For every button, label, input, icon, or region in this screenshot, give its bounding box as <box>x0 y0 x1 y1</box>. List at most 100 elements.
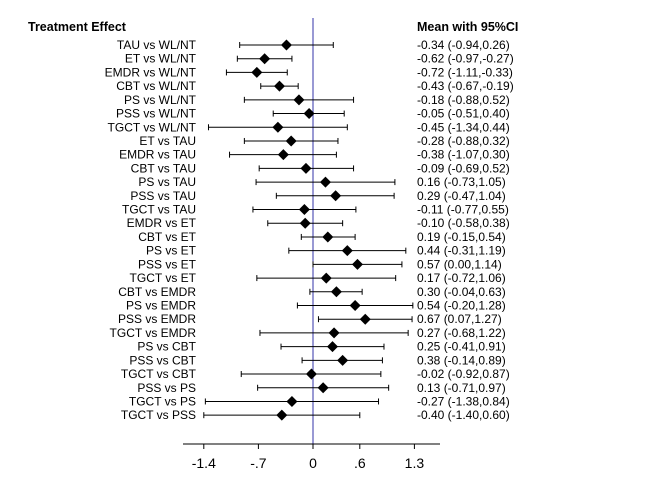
row-label: PS vs ET <box>146 244 197 258</box>
mean-marker <box>328 327 340 339</box>
mean-marker <box>259 53 271 65</box>
row-label: EMDR vs ET <box>127 216 197 230</box>
mean-marker <box>330 286 342 298</box>
x-tick-label: 0 <box>309 455 317 471</box>
row-label: PSS vs CBT <box>129 353 196 367</box>
mean-marker <box>277 149 289 161</box>
x-tick-label: 1.3 <box>405 455 425 471</box>
forest-row: EMDR vs TAU -0.38 (-1.07,0.30) <box>119 148 510 162</box>
row-estimate-text: -0.38 (-1.07,0.30) <box>417 148 510 162</box>
forest-row: TGCT vs PSS -0.40 (-1.40,0.60) <box>121 408 510 422</box>
row-estimate-text: 0.38 (-0.14,0.89) <box>417 353 506 367</box>
mean-marker <box>337 354 349 366</box>
mean-marker <box>327 341 338 353</box>
forest-row: TGCT vs WL/NT -0.45 (-1.34,0.44) <box>108 120 510 134</box>
forest-row: PSS vs CBT 0.38 (-0.14,0.89) <box>129 353 505 367</box>
row-estimate-text: -0.62 (-0.97,-0.27) <box>417 52 514 66</box>
row-estimate-text: -0.28 (-0.88,0.32) <box>417 134 510 148</box>
left-header: Treatment Effect <box>28 20 127 34</box>
row-label: PSS vs ET <box>138 257 197 271</box>
row-label: CBT vs WL/NT <box>116 79 196 93</box>
right-header: Mean with 95%CI <box>417 20 518 34</box>
row-estimate-text: -0.09 (-0.69,0.52) <box>417 161 510 175</box>
row-label: PS vs CBT <box>137 340 196 354</box>
row-label: TGCT vs TAU <box>122 203 196 217</box>
row-label: EMDR vs TAU <box>119 148 196 162</box>
row-estimate-text: -0.45 (-1.34,0.44) <box>417 120 510 134</box>
forest-row: EMDR vs ET -0.10 (-0.58,0.38) <box>127 216 510 230</box>
row-estimate-text: 0.19 (-0.15,0.54) <box>417 230 506 244</box>
mean-marker <box>251 66 263 78</box>
row-label: PS vs TAU <box>138 175 196 189</box>
forest-row: CBT vs ET 0.19 (-0.15,0.54) <box>138 230 506 244</box>
row-estimate-text: 0.17 (-0.72,1.06) <box>417 271 506 285</box>
row-estimate-text: 0.27 (-0.68,1.22) <box>417 326 506 340</box>
mean-marker <box>272 121 284 133</box>
mean-marker <box>300 162 312 174</box>
mean-marker <box>305 368 317 380</box>
forest-row: EMDR vs WL/NT -0.72 (-1.11,-0.33) <box>105 65 513 79</box>
mean-marker <box>341 245 353 257</box>
row-estimate-text: 0.57 (0.00,1.14) <box>417 257 502 271</box>
row-label: TGCT vs PS <box>129 394 196 408</box>
row-label: TGCT vs ET <box>130 271 197 285</box>
forest-row: ET vs WL/NT -0.62 (-0.97,-0.27) <box>125 52 514 66</box>
row-label: PSS vs EMDR <box>118 312 196 326</box>
mean-marker <box>276 409 288 421</box>
forest-row: PS vs TAU 0.16 (-0.73,1.05) <box>138 175 505 189</box>
forest-row: PS vs CBT 0.25 (-0.41,0.91) <box>137 340 505 354</box>
row-estimate-text: 0.54 (-0.20,1.28) <box>417 298 506 312</box>
row-estimate-text: -0.72 (-1.11,-0.33) <box>417 65 513 79</box>
row-label: CBT vs ET <box>138 230 196 244</box>
row-label: CBT vs TAU <box>131 161 196 175</box>
forest-row: PS vs WL/NT -0.18 (-0.88,0.52) <box>124 93 510 107</box>
row-estimate-text: 0.25 (-0.41,0.91) <box>417 340 506 354</box>
forest-row: TGCT vs TAU -0.11 (-0.77,0.55) <box>122 203 509 217</box>
mean-marker <box>285 135 297 147</box>
mean-marker <box>359 313 371 325</box>
row-label: CBT vs EMDR <box>118 285 196 299</box>
mean-marker <box>317 382 329 394</box>
row-label: ET vs WL/NT <box>125 52 197 66</box>
mean-marker <box>320 272 332 284</box>
forest-row: TGCT vs ET 0.17 (-0.72,1.06) <box>130 271 506 285</box>
x-tick-label: -.7 <box>250 455 267 471</box>
mean-marker <box>280 39 292 51</box>
row-estimate-text: -0.34 (-0.94,0.26) <box>417 38 510 52</box>
row-estimate-text: -0.02 (-0.92,0.87) <box>417 367 510 381</box>
mean-marker <box>351 258 363 270</box>
row-estimate-text: -0.11 (-0.77,0.55) <box>417 203 509 217</box>
forest-row: CBT vs EMDR 0.30 (-0.04,0.63) <box>118 285 506 299</box>
row-label: PS vs EMDR <box>126 298 196 312</box>
row-estimate-text: 0.30 (-0.04,0.63) <box>417 285 506 299</box>
row-label: PSS vs PS <box>137 381 196 395</box>
forest-row: CBT vs WL/NT -0.43 (-0.67,-0.19) <box>116 79 514 93</box>
row-estimate-text: 0.13 (-0.71,0.97) <box>417 381 506 395</box>
mean-marker <box>286 395 298 407</box>
forest-row: TGCT vs CBT -0.02 (-0.92,0.87) <box>121 367 510 381</box>
row-label: ET vs TAU <box>139 134 196 148</box>
forest-row: PSS vs ET 0.57 (0.00,1.14) <box>138 257 502 271</box>
row-label: PSS vs TAU <box>130 189 196 203</box>
row-estimate-text: -0.40 (-1.40,0.60) <box>417 408 510 422</box>
forest-row: PSS vs PS 0.13 (-0.71,0.97) <box>137 381 505 395</box>
row-label: TGCT vs EMDR <box>110 326 197 340</box>
row-estimate-text: -0.10 (-0.58,0.38) <box>417 216 510 230</box>
forest-row: PS vs EMDR 0.54 (-0.20,1.28) <box>126 298 506 312</box>
row-label: EMDR vs WL/NT <box>105 65 197 79</box>
forest-row: TAU vs WL/NT -0.34 (-0.94,0.26) <box>117 38 510 52</box>
row-label: PS vs WL/NT <box>124 93 197 107</box>
row-label: TAU vs WL/NT <box>117 38 197 52</box>
forest-row: PSS vs EMDR 0.67 (0.07,1.27) <box>118 312 502 326</box>
forest-row: PS vs ET 0.44 (-0.31,1.19) <box>146 244 506 258</box>
row-estimate-text: -0.18 (-0.88,0.52) <box>417 93 510 107</box>
x-tick-label: -1.4 <box>192 455 216 471</box>
row-estimate-text: -0.05 (-0.51,0.40) <box>417 107 510 121</box>
forest-row: PSS vs WL/NT -0.05 (-0.51,0.40) <box>116 107 510 121</box>
row-label: TGCT vs WL/NT <box>108 120 197 134</box>
forest-row: PSS vs TAU 0.29 (-0.47,1.04) <box>130 189 505 203</box>
row-estimate-text: -0.43 (-0.67,-0.19) <box>417 79 514 93</box>
mean-marker <box>319 176 331 188</box>
forest-row: TGCT vs EMDR 0.27 (-0.68,1.22) <box>110 326 506 340</box>
mean-marker <box>298 204 310 216</box>
